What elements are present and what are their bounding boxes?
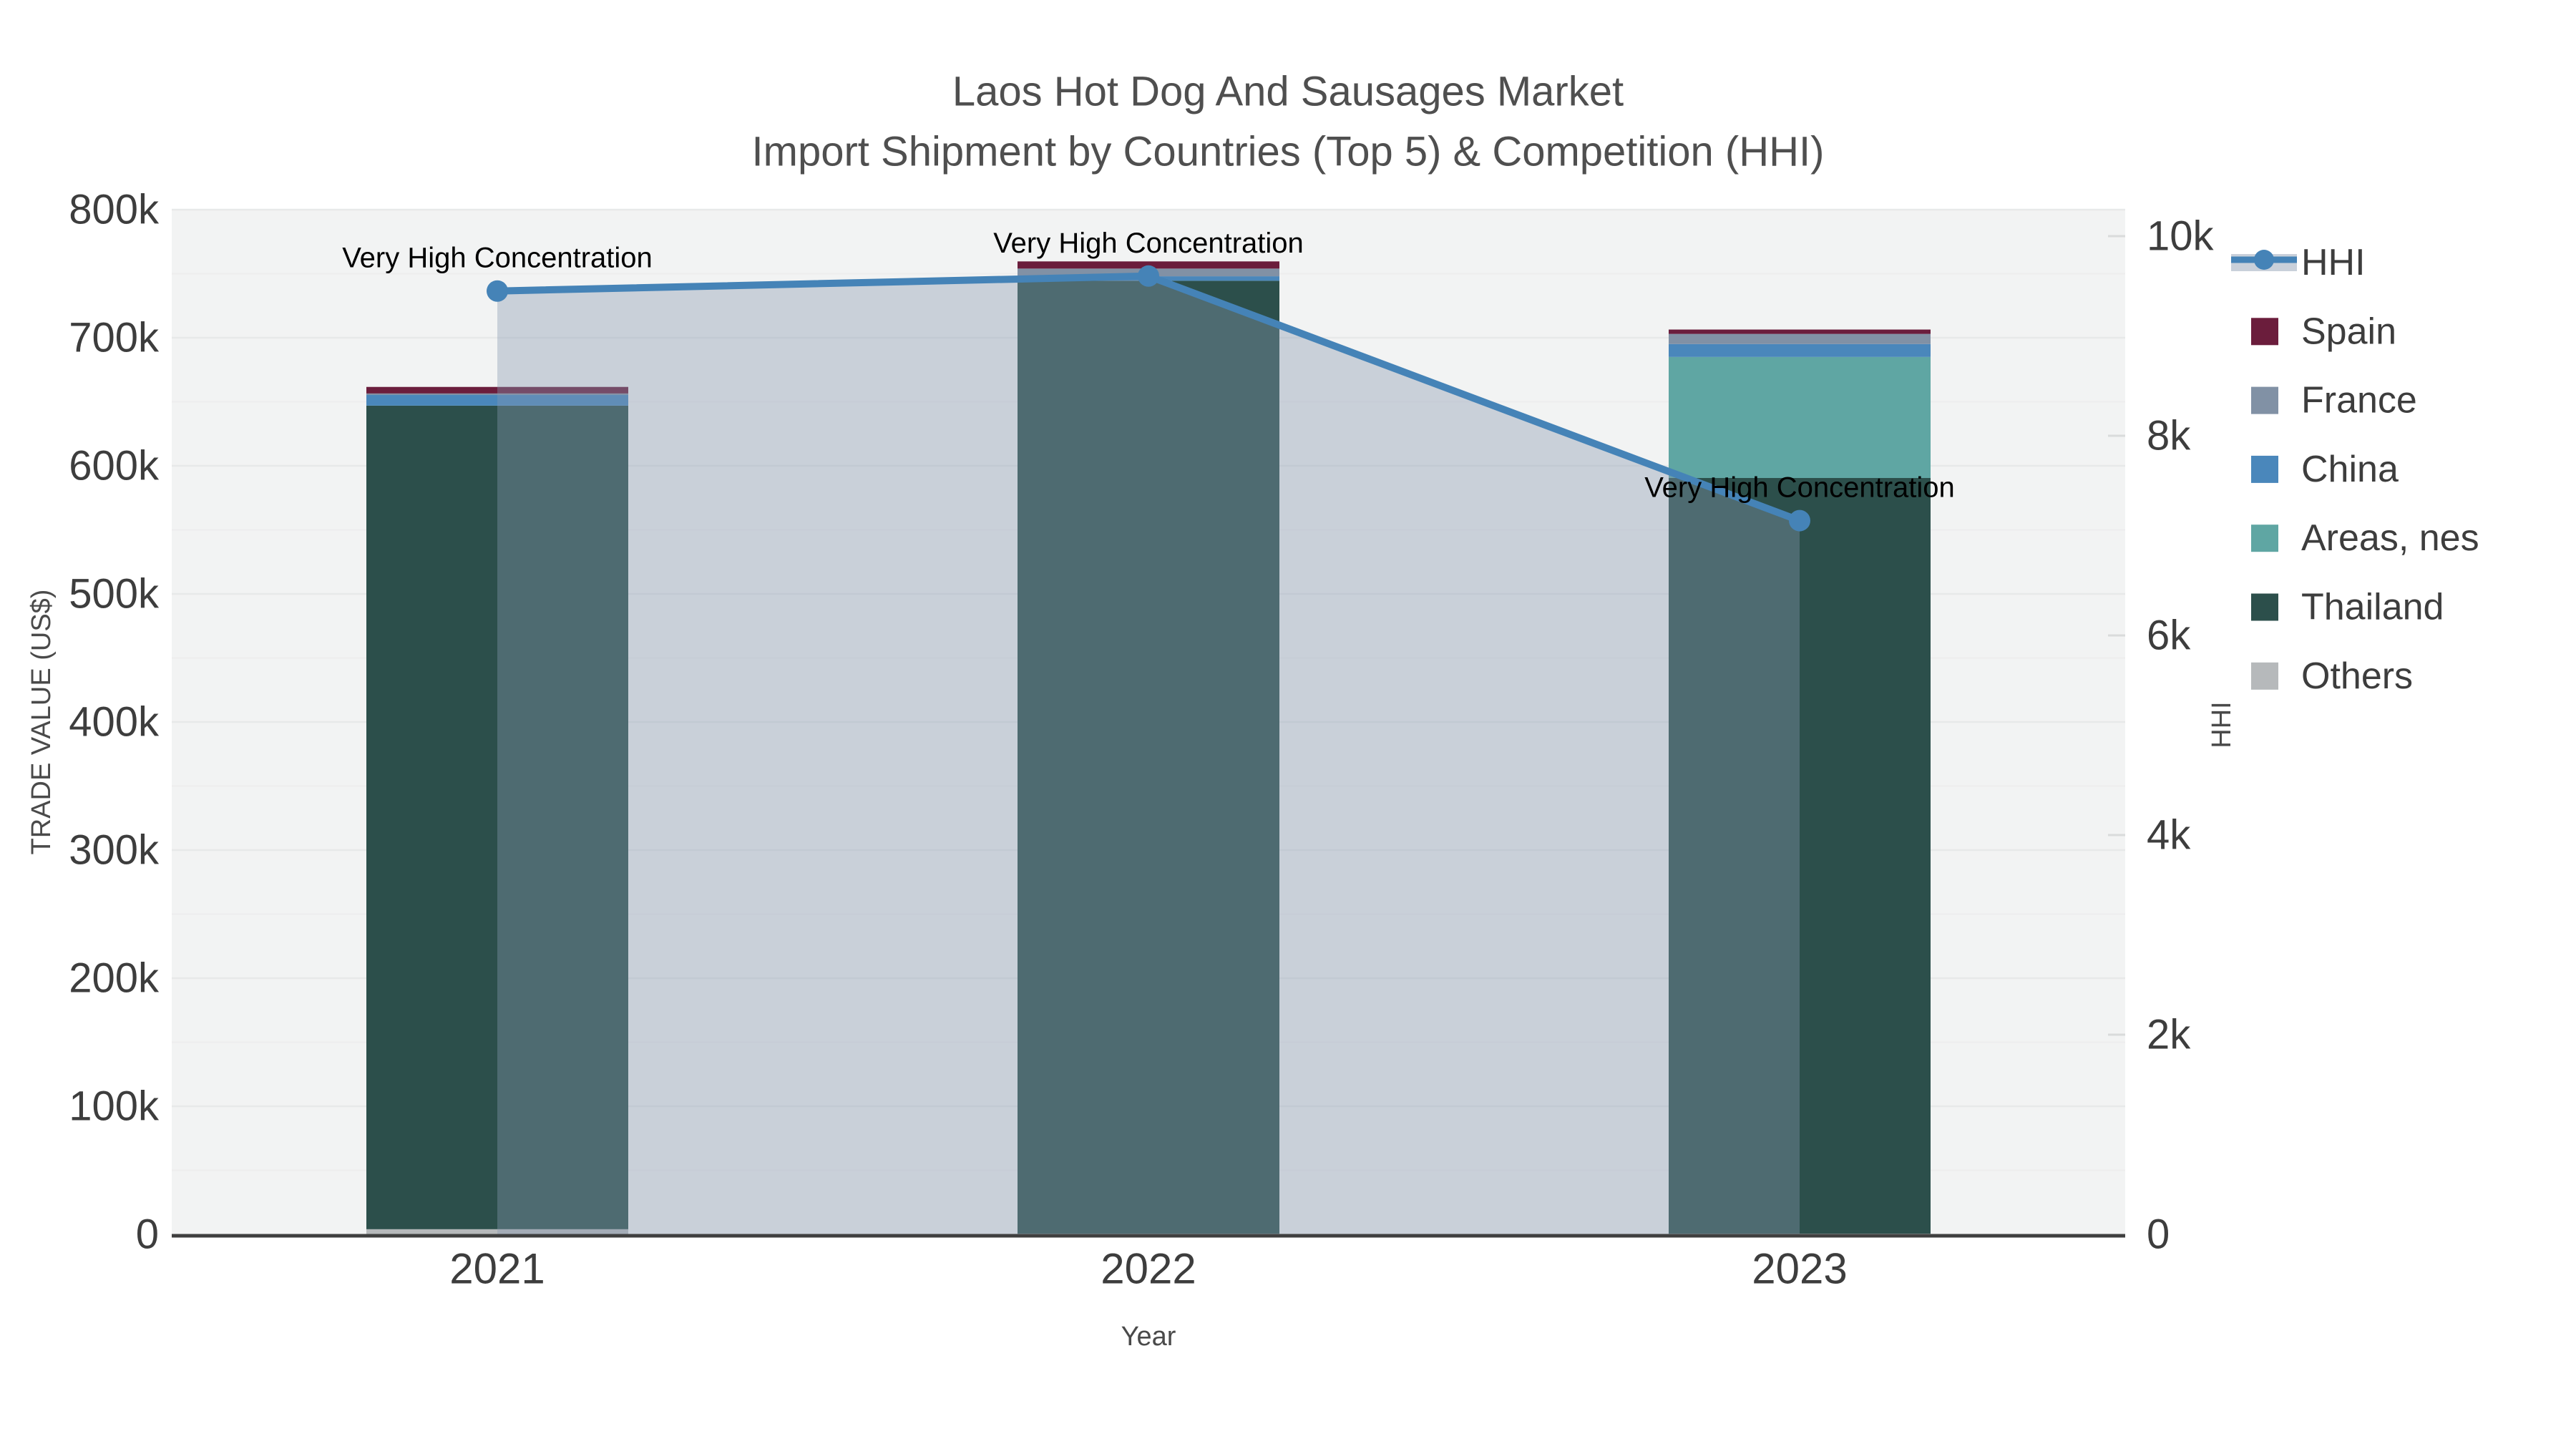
legend-item-others[interactable]: Others (2251, 655, 2413, 697)
y-right-tick-label: 2k (2147, 1012, 2191, 1058)
legend-swatch (2251, 318, 2278, 346)
y-left-tick-label: 600k (69, 443, 160, 489)
hhi-area-fill (497, 275, 1800, 1234)
bar-segment-areas-nes-2023[interactable] (1669, 356, 1931, 479)
legend-label: Spain (2301, 311, 2396, 352)
legend-item-france[interactable]: France (2251, 380, 2417, 421)
legend-swatch (2251, 525, 2278, 552)
legend-swatch (2251, 455, 2278, 483)
legend-item-thailand[interactable]: Thailand (2251, 587, 2444, 628)
y-left-tick-label: 300k (69, 827, 160, 874)
legend-label: Others (2301, 655, 2413, 697)
y-right-tick-label: 0 (2147, 1211, 2170, 1258)
legend-label: China (2301, 449, 2399, 490)
annotation-2021: Very High Concentration (342, 243, 653, 274)
y-right-tick-label: 10k (2147, 213, 2215, 260)
y-left-tick-label: 0 (136, 1211, 159, 1258)
legend-label: Thailand (2301, 587, 2444, 628)
bar-segment-france-2021[interactable] (366, 393, 628, 396)
hhi-marker-2022[interactable] (1138, 265, 1159, 287)
legend-label: Areas, nes (2301, 517, 2479, 559)
bar-2023 (1669, 329, 1931, 1235)
y-left-axis-title: TRADE VALUE (US$) (26, 590, 57, 855)
bar-segment-others-2021[interactable] (366, 1229, 628, 1234)
legend-swatch (2251, 593, 2278, 621)
bar-segment-thailand-2021[interactable] (366, 405, 628, 1229)
legend-swatch (2251, 662, 2278, 690)
chart-title-line1: Laos Hot Dog And Sausages Market (952, 69, 1624, 115)
bar-segment-france-2023[interactable] (1669, 333, 1931, 344)
hhi-marker-2021[interactable] (487, 280, 508, 302)
y-left-tick-label: 700k (69, 315, 160, 361)
y-right-axis-title: HHI (2207, 701, 2237, 748)
legend-label: France (2301, 380, 2417, 421)
annotation-2023: Very High Concentration (1644, 472, 1955, 504)
legend-swatch (2251, 386, 2278, 414)
y-left-tick-label: 200k (69, 955, 160, 1002)
legend-item-areas-nes[interactable]: Areas, nes (2251, 517, 2479, 559)
hhi-marker-2023[interactable] (1789, 509, 1810, 532)
legend-item-spain[interactable]: Spain (2251, 311, 2396, 352)
bar-segment-spain-2022[interactable] (1018, 261, 1279, 269)
y-right-tick-label: 6k (2147, 613, 2191, 659)
x-axis-title: Year (1121, 1322, 1176, 1352)
legend-hhi-marker-icon (2254, 250, 2274, 270)
y-right-tick-label: 8k (2147, 413, 2191, 459)
legend-item-china[interactable]: China (2251, 449, 2399, 490)
y-right-tick-label: 4k (2147, 812, 2191, 859)
chart-title-line2: Import Shipment by Countries (Top 5) & C… (752, 129, 1825, 175)
y-left-tick-label: 800k (69, 187, 160, 233)
y-left-tick-label: 100k (69, 1083, 160, 1130)
bar-segment-spain-2021[interactable] (366, 386, 628, 394)
x-tick-label-2021: 2021 (449, 1245, 545, 1293)
legend-item-hhi[interactable]: HHI (2231, 242, 2366, 283)
bar-segment-china-2023[interactable] (1669, 343, 1931, 357)
bar-segment-china-2021[interactable] (366, 395, 628, 406)
y-left-tick-label: 500k (69, 571, 160, 618)
annotation-2022: Very High Concentration (993, 228, 1304, 259)
bar-segment-spain-2023[interactable] (1669, 329, 1931, 334)
bar-segment-thailand-2022[interactable] (1018, 280, 1279, 1234)
x-tick-label-2022: 2022 (1101, 1245, 1196, 1293)
x-tick-label-2023: 2023 (1752, 1245, 1847, 1293)
bar-segment-thailand-2023[interactable] (1669, 478, 1931, 1234)
bar-2021 (366, 386, 628, 1234)
legend-label: HHI (2301, 242, 2366, 283)
y-left-tick-label: 400k (69, 699, 160, 746)
